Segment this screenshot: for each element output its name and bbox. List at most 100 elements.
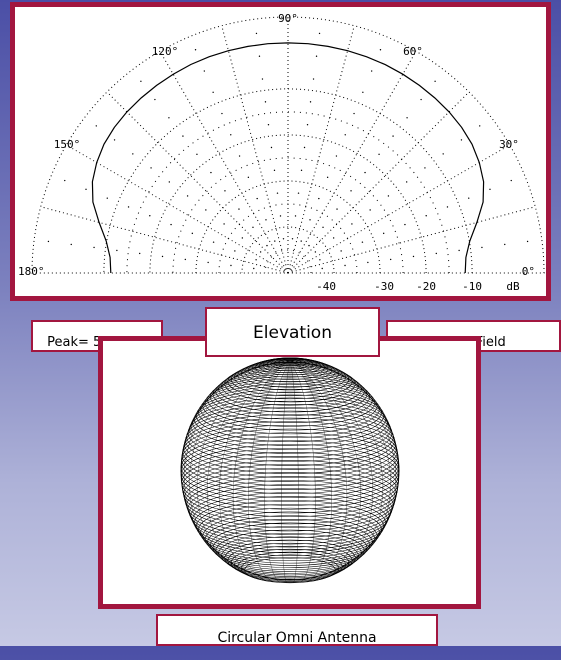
grid-dot (93, 246, 95, 249)
sphere-wireframe (180, 357, 400, 584)
grid-dot (47, 240, 50, 243)
grid-dot (369, 209, 371, 211)
meridian-line (219, 361, 291, 580)
grid-dot (264, 101, 267, 103)
grid-dot (297, 192, 300, 194)
grid-dot (351, 223, 353, 225)
radial-tick-label: -40 (316, 280, 336, 293)
grid-dot (504, 243, 506, 246)
latitude-line (192, 394, 388, 450)
grid-dot (389, 258, 392, 261)
grid-dot (132, 153, 134, 155)
grid-dot (154, 98, 156, 101)
grid-dot (309, 219, 311, 221)
grid-dot (406, 117, 408, 119)
grid-dot (458, 249, 460, 252)
grid-dot (265, 219, 267, 221)
grid-dot (113, 139, 116, 141)
minor-ring-0 (264, 249, 312, 274)
grid-dot (322, 226, 324, 229)
grid-dot (127, 206, 130, 208)
grid-dot (481, 246, 483, 249)
grid-dot (255, 32, 258, 35)
grid-dot (489, 188, 491, 191)
grid-dot (168, 181, 171, 183)
grid-dot (212, 241, 215, 243)
grid-dot (468, 197, 470, 199)
grid-dot (212, 91, 214, 93)
grid-dot (85, 188, 87, 191)
grid-dot (435, 252, 438, 255)
grid-dot (425, 215, 427, 217)
meridian-line (289, 361, 397, 574)
grid-dot (170, 223, 172, 226)
grid-dot (106, 197, 108, 199)
angle-tick-label: 150° (54, 138, 81, 151)
angle-spoke-60 (287, 51, 417, 274)
grid-dot (405, 181, 408, 183)
grid-dot (253, 267, 255, 270)
grid-dot (378, 153, 380, 156)
latitude-line (190, 488, 390, 545)
grid-dot (279, 215, 282, 217)
grid-dot (424, 167, 426, 169)
grid-dot (318, 32, 321, 35)
grid-dot (315, 55, 318, 57)
radial-ring-3 (103, 88, 473, 274)
grid-dot (350, 190, 352, 192)
grid-dot (335, 155, 338, 157)
grid-dot (370, 70, 373, 72)
grid-dot (392, 135, 394, 137)
grid-dot (326, 176, 329, 179)
grid-dot (140, 80, 142, 82)
angle-tick-label: 90° (278, 12, 298, 25)
plane-title: Elevation (205, 307, 380, 357)
grid-dot (479, 125, 481, 127)
latitude-line (237, 360, 343, 391)
grid-dot (210, 171, 212, 174)
angle-spoke-30 (287, 144, 510, 274)
grid-dot (191, 232, 194, 235)
grid-dot (300, 240, 302, 242)
angle-tick-label: 60° (403, 45, 423, 58)
grid-dot (261, 78, 264, 80)
grid-dot (238, 155, 241, 157)
grid-dot (526, 240, 529, 243)
minor-ring-2 (172, 157, 404, 274)
grid-dot (404, 223, 406, 226)
grid-dot (161, 255, 164, 258)
grid-dot (460, 139, 463, 141)
grid-dot (442, 153, 444, 155)
grid-dot (238, 208, 240, 210)
minor-ring-3 (126, 111, 450, 274)
grid-dot (312, 78, 315, 80)
angle-spoke-120 (159, 51, 289, 274)
grid-dot (309, 101, 312, 103)
meridian-line (289, 361, 391, 576)
grid-dot (344, 134, 346, 136)
grid-dot (168, 117, 170, 119)
grid-dot (319, 259, 321, 261)
grid-dot (340, 250, 342, 252)
latitude-line (192, 492, 388, 548)
grid-dot (230, 264, 232, 267)
grid-dot (95, 125, 97, 127)
latitude-line (189, 484, 391, 542)
grid-dot (276, 192, 279, 194)
grid-dot (256, 197, 258, 200)
grid-dot (291, 238, 294, 240)
radial-tick-label: -10 (462, 280, 482, 293)
latitude-line (189, 400, 391, 458)
grid-dot (412, 255, 415, 258)
meridian-line (289, 361, 374, 579)
meridian-line (189, 361, 291, 576)
grid-dot (196, 153, 198, 156)
radial-ring-2 (149, 134, 427, 274)
grid-dot (446, 206, 449, 208)
meridian-line (289, 361, 348, 582)
grid-dot (224, 190, 226, 192)
grid-dot (116, 249, 118, 252)
latitude-line (237, 551, 343, 582)
grid-dot (64, 179, 66, 182)
angle-spoke-15 (287, 206, 536, 274)
